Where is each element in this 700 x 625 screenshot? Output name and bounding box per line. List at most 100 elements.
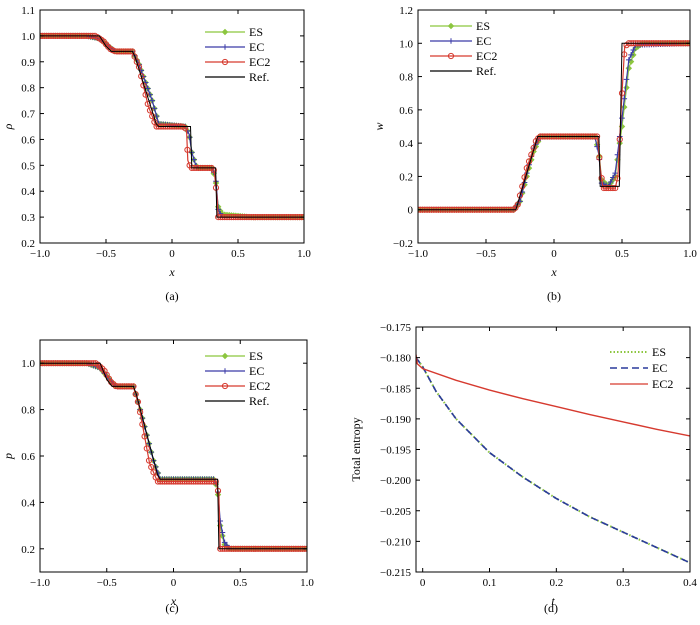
series-line <box>40 35 304 218</box>
data-point <box>605 184 612 192</box>
legend-label: ES <box>652 345 666 359</box>
legend-marker <box>447 52 455 60</box>
legend-marker <box>221 382 229 390</box>
panel-label: (d) <box>544 601 558 615</box>
data-point <box>184 146 191 153</box>
data-point <box>523 165 530 172</box>
chart-panel-3: −1.0 −0.5 0 0.5 1.0 0.2 0.4 0.6 0.8 1.0 x p (c) ESECE… <box>1 339 314 615</box>
data-point <box>149 97 155 104</box>
legend-marker <box>221 352 229 360</box>
data-point <box>146 107 154 114</box>
series-line <box>416 354 690 437</box>
data-point <box>630 47 637 53</box>
data-point <box>609 184 617 192</box>
data-point <box>139 421 146 428</box>
series-line <box>416 357 690 564</box>
legend-label: EC <box>249 364 264 378</box>
y-tick-label: 0.8 <box>21 405 35 417</box>
y-tick-label: −0.2 <box>393 238 413 250</box>
data-point <box>603 184 610 192</box>
x-tick-label: 1.0 <box>300 577 314 589</box>
x-tick-label: 0 <box>169 248 175 260</box>
data-point <box>219 529 226 536</box>
data-point <box>149 113 156 120</box>
x-tick-label: 0.2 <box>549 577 563 589</box>
data-point <box>142 91 149 98</box>
data-point <box>621 95 628 102</box>
y-tick-label: 0.9 <box>21 57 35 69</box>
y-tick-label: 1.0 <box>21 358 35 370</box>
data-point <box>516 192 524 199</box>
legend-label: EC2 <box>476 49 497 63</box>
x-tick-label: 1.0 <box>297 248 311 260</box>
x-tick-label: 0 <box>171 577 177 589</box>
plot-frame <box>415 326 691 573</box>
y-axis-title: w <box>372 122 386 130</box>
series-ref <box>40 362 307 550</box>
y-tick-label: −0.210 <box>380 536 411 548</box>
y-axis-title: Total entropy <box>349 417 363 481</box>
x-axis-title: x <box>168 265 175 279</box>
series-ec2 <box>416 354 690 437</box>
data-point <box>131 53 138 60</box>
data-point <box>154 478 162 485</box>
data-point <box>626 57 632 63</box>
data-point <box>625 65 633 72</box>
y-tick-label: 1.0 <box>21 31 35 43</box>
series-line <box>416 357 690 564</box>
series-ec <box>418 40 690 213</box>
legend-marker <box>222 368 228 374</box>
panel-label: (a) <box>165 289 178 303</box>
legend-label: EC <box>249 40 264 54</box>
y-tick-label: −0.185 <box>380 383 411 395</box>
x-tick-label: 0 <box>420 577 426 589</box>
data-point <box>623 84 630 91</box>
data-point <box>143 445 150 452</box>
series-ref <box>418 42 690 211</box>
legend-label: EC <box>476 34 491 48</box>
y-tick-label: 0.2 <box>21 544 35 556</box>
series-line <box>418 42 690 211</box>
y-tick-label: 1.1 <box>21 5 35 17</box>
x-tick-label: 0.3 <box>616 577 630 589</box>
y-tick-label: 0.4 <box>21 186 35 198</box>
data-point <box>221 539 228 546</box>
plot-frame <box>39 339 308 573</box>
y-axis-title: p <box>1 453 15 460</box>
x-tick-label: 0.5 <box>231 248 245 260</box>
series-line <box>418 42 690 211</box>
data-point <box>148 463 155 471</box>
x-axis-title: x <box>550 265 557 279</box>
legend-label: EC2 <box>652 377 673 391</box>
series-es <box>416 357 690 564</box>
series-ec <box>416 357 690 564</box>
data-point <box>150 469 157 476</box>
y-tick-label: −0.205 <box>380 506 411 518</box>
y-tick-label: 1.2 <box>399 5 413 17</box>
x-tick-label: −1.0 <box>30 248 50 260</box>
legend-label: Ref. <box>249 394 269 408</box>
data-point <box>151 105 158 112</box>
legend-label: Ref. <box>249 70 269 84</box>
data-point <box>614 175 621 182</box>
data-point <box>623 76 630 83</box>
legend: ES EC EC2 <box>610 345 673 391</box>
data-point <box>621 103 628 111</box>
data-point <box>612 184 619 192</box>
data-point <box>191 156 197 163</box>
legend-marker <box>222 44 228 50</box>
series-es <box>418 40 690 213</box>
legend-label: EC <box>652 361 667 375</box>
y-tick-label: 0.2 <box>21 238 35 250</box>
x-tick-label: 1.0 <box>683 248 697 260</box>
legend-marker <box>221 28 229 36</box>
y-tick-label: 1.0 <box>399 38 413 50</box>
y-tick-label: 0.2 <box>399 171 413 183</box>
data-point <box>598 174 605 182</box>
y-tick-label: 0.6 <box>21 134 35 146</box>
data-point <box>607 179 614 185</box>
y-tick-label: 0.8 <box>21 83 35 95</box>
series-line <box>418 42 690 211</box>
